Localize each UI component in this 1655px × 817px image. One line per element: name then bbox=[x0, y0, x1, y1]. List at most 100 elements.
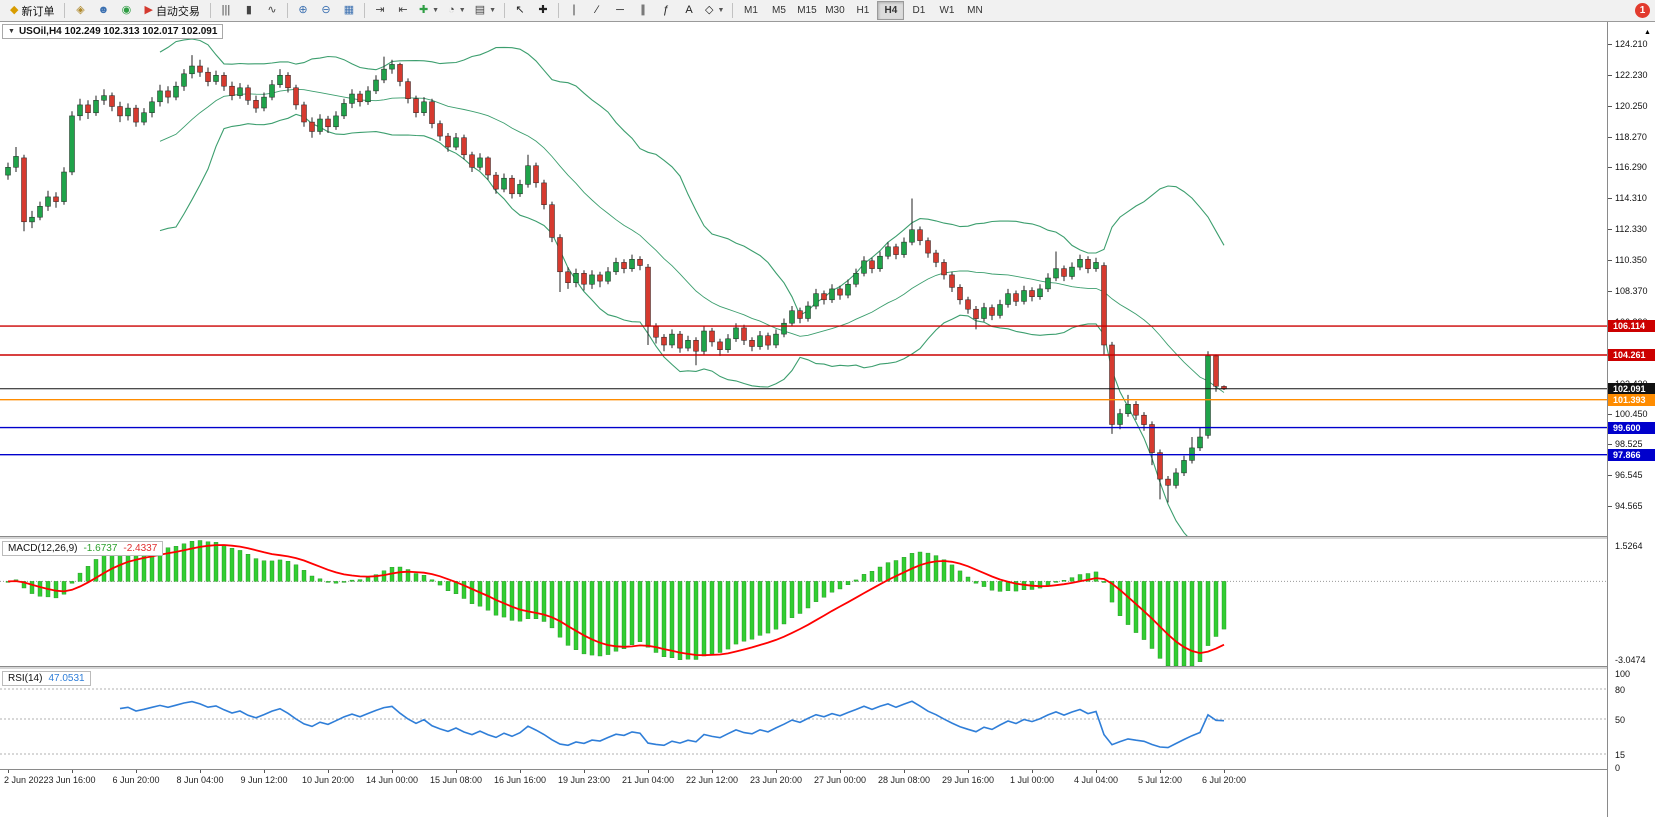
horizontal-line-icon-button[interactable]: ─ bbox=[609, 1, 631, 21]
macd-histogram-bar bbox=[229, 548, 235, 582]
macd-histogram-bar bbox=[797, 581, 803, 614]
charts-grid-icon-button[interactable]: ◈ bbox=[69, 1, 91, 21]
panel-splitter[interactable] bbox=[0, 536, 1607, 539]
candle-body bbox=[741, 327, 747, 341]
crosshair-icon-button[interactable]: ✚ bbox=[532, 1, 554, 21]
ohlc-bars-icon-button[interactable]: ||| bbox=[215, 1, 237, 21]
candle-body bbox=[781, 322, 787, 335]
line-chart-icon-button[interactable]: ∿ bbox=[261, 1, 283, 21]
price-level-badge: 104.261 bbox=[1608, 349, 1655, 361]
panel-splitter[interactable] bbox=[0, 666, 1607, 669]
candle-body bbox=[453, 137, 459, 148]
macd-histogram-bar bbox=[765, 581, 771, 634]
price-level-badge: 97.866 bbox=[1608, 449, 1655, 461]
candle-body bbox=[757, 335, 763, 347]
equidistant-channel-icon-icon: ∥ bbox=[640, 4, 646, 16]
price-axis-tick bbox=[1608, 198, 1612, 199]
new-order-button[interactable]: ◆ 新订单 bbox=[4, 1, 60, 21]
price-tick-label: 96.545 bbox=[1615, 470, 1643, 480]
candle-body bbox=[325, 118, 331, 128]
candle-body bbox=[181, 73, 187, 87]
zoom-in-icon-button[interactable]: ⊕ bbox=[292, 1, 314, 21]
macd-histogram-bar bbox=[21, 581, 27, 589]
market-watch-icon-button[interactable]: ☻ bbox=[92, 1, 114, 21]
macd-histogram-bar bbox=[1181, 581, 1187, 666]
templates-menu-button[interactable]: ▤ ▼ bbox=[471, 1, 500, 21]
autotrading-button[interactable]: ▶ 自动交易 bbox=[138, 1, 205, 21]
macd-main-value: -1.6737 bbox=[83, 543, 118, 554]
candle-body bbox=[189, 65, 195, 75]
auto-scroll-icon-button[interactable]: ⇥ bbox=[369, 1, 391, 21]
data-window-icon-button[interactable]: ◉ bbox=[115, 1, 137, 21]
candle-body bbox=[109, 95, 115, 107]
candle-body bbox=[877, 255, 883, 269]
macd-histogram-bar bbox=[205, 541, 211, 582]
caret-down-icon: ▼ bbox=[432, 7, 440, 14]
candle-body bbox=[717, 341, 723, 350]
text-label-icon-button[interactable]: A bbox=[678, 1, 700, 21]
macd-histogram-bar bbox=[69, 581, 75, 584]
macd-histogram-bar bbox=[309, 575, 315, 582]
macd-histogram-bar bbox=[1085, 573, 1091, 582]
timeframe-button-w1[interactable]: W1 bbox=[939, 5, 955, 16]
candle-body bbox=[613, 262, 619, 273]
vertical-line-icon-button[interactable]: ∣ bbox=[563, 1, 585, 21]
symbol-dropdown[interactable]: ▼ USOil,H4 102.249 102.313 102.017 102.0… bbox=[2, 24, 224, 39]
macd-histogram-bar bbox=[813, 581, 819, 602]
candle-body bbox=[301, 104, 307, 123]
trendline-icon-button[interactable]: ∕ bbox=[586, 1, 608, 21]
indicators-menu-button[interactable]: ✚ ▼ bbox=[415, 1, 443, 21]
price-axis[interactable]: ▲ 124.210 122.230 120.250 118.270 116.290 114… bbox=[1607, 22, 1655, 817]
equidistant-channel-icon-button[interactable]: ∥ bbox=[632, 1, 654, 21]
time-axis-label: 23 Jun 20:00 bbox=[749, 775, 803, 785]
timeframe-button-d1[interactable]: D1 bbox=[912, 5, 926, 16]
timeframe-button-h4[interactable]: H4 bbox=[877, 1, 905, 20]
macd-label: MACD(12,26,9) bbox=[8, 543, 78, 554]
time-axis-tick bbox=[648, 770, 649, 773]
timeframe-button-m15[interactable]: M15 bbox=[797, 5, 817, 16]
macd-histogram-bar bbox=[669, 581, 675, 659]
timeframe-button-m5[interactable]: M5 bbox=[771, 5, 786, 16]
candle-body bbox=[1197, 436, 1203, 449]
timeframe-button-mn[interactable]: MN bbox=[967, 5, 983, 16]
macd-histogram-bar bbox=[677, 581, 683, 661]
candle-body bbox=[981, 307, 987, 319]
timeframe-button-m30[interactable]: M30 bbox=[825, 5, 845, 16]
main-chart-canvas[interactable] bbox=[0, 22, 1607, 536]
arrows-menu-button[interactable]: ◇ ▼ bbox=[701, 1, 728, 21]
periods-menu-button[interactable]: ◔ ▼ bbox=[444, 1, 470, 21]
macd-histogram-bar bbox=[837, 581, 843, 590]
zoom-out-icon-button[interactable]: ⊖ bbox=[315, 1, 337, 21]
timeframe-button-m1[interactable]: M1 bbox=[743, 5, 758, 16]
candle-body bbox=[445, 135, 451, 148]
macd-histogram-bar bbox=[1221, 581, 1227, 630]
chart-shift-icon-button[interactable]: ⇤ bbox=[392, 1, 414, 21]
candle-body bbox=[29, 216, 35, 223]
candle-body bbox=[909, 229, 915, 243]
macd-histogram-bar bbox=[501, 581, 507, 618]
macd-histogram-bar bbox=[861, 574, 867, 582]
macd-chart-canvas[interactable] bbox=[0, 539, 1607, 666]
candle-body bbox=[789, 310, 795, 324]
rsi-chart-canvas[interactable] bbox=[0, 669, 1607, 769]
cursor-icon-button[interactable]: ↖ bbox=[509, 1, 531, 21]
candlestick-chart-icon-button[interactable]: ▮ bbox=[238, 1, 260, 21]
candle-body bbox=[1005, 293, 1011, 305]
macd-histogram-bar bbox=[1013, 581, 1019, 592]
macd-header: MACD(12,26,9) -1.6737 -2.4337 bbox=[2, 541, 164, 556]
candle-body bbox=[285, 75, 291, 89]
time-axis-label: 1 Jul 00:00 bbox=[1009, 775, 1055, 785]
time-axis[interactable]: 2 Jun 2022 3 Jun 16:00 6 Jun 20:00 8 Jun 04… bbox=[0, 769, 1607, 793]
macd-histogram-bar bbox=[1149, 581, 1155, 649]
macd-histogram-bar bbox=[693, 581, 699, 660]
price-level-badge: 101.393 bbox=[1608, 394, 1655, 406]
candle-body bbox=[517, 184, 523, 195]
autotrading-button-label: 自动交易 bbox=[155, 5, 200, 18]
timeframe-button-h1[interactable]: H1 bbox=[856, 5, 870, 16]
macd-histogram-bar bbox=[525, 581, 531, 619]
fibonacci-icon-button[interactable]: ƒ bbox=[655, 1, 677, 21]
notification-badge[interactable]: 1 bbox=[1635, 3, 1650, 18]
tile-windows-icon-button[interactable]: ▦ bbox=[338, 1, 360, 21]
time-axis-label: 21 Jun 04:00 bbox=[621, 775, 675, 785]
macd-scale-top-label: 1.5264 bbox=[1615, 541, 1643, 551]
